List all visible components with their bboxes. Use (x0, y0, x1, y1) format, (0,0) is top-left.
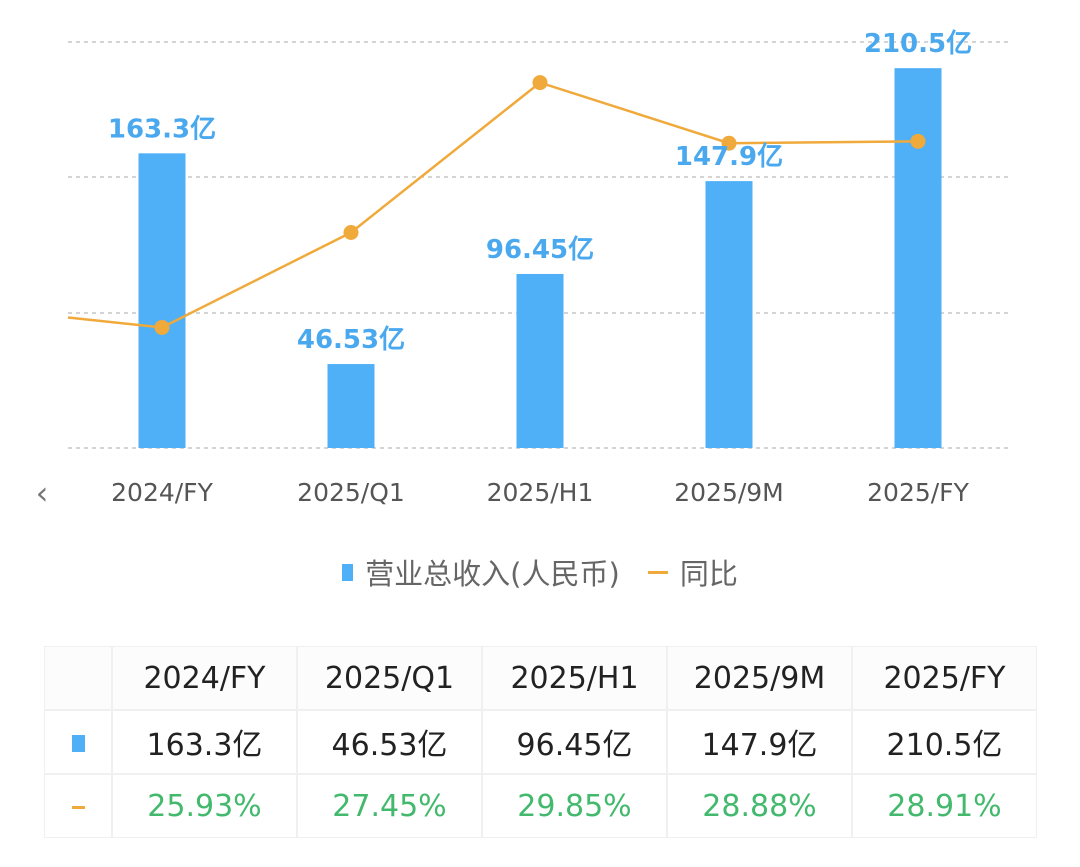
table-cell: 147.9亿 (668, 711, 851, 773)
x-tick-label: 2025/FY (867, 478, 969, 507)
table-header-blank (45, 647, 111, 709)
table-header-cell: 2024/FY (113, 647, 296, 709)
table-header-row: 2024/FY 2025/Q1 2025/H1 2025/9M 2025/FY (45, 647, 1036, 709)
bar-value-label: 96.45亿 (486, 235, 594, 265)
table-cell: 29.85% (483, 775, 666, 837)
table-cell: 28.91% (853, 775, 1036, 837)
table-row-yoy: 25.93% 27.45% 29.85% 28.88% 28.91% (45, 775, 1036, 837)
revenue-marker-icon (71, 734, 85, 752)
row-marker-cell (45, 775, 111, 837)
legend-label-revenue: 营业总收入(人民币) (365, 557, 620, 591)
legend-item-yoy[interactable]: 同比 (647, 551, 738, 593)
table-header-cell: 2025/FY (853, 647, 1036, 709)
bar (705, 181, 753, 448)
bar-value-label: 46.53亿 (297, 325, 405, 355)
table-cell: 25.93% (113, 775, 296, 837)
bar (327, 364, 375, 448)
bar (894, 68, 942, 449)
prev-period-arrow[interactable]: ‹ (35, 474, 49, 512)
legend-item-revenue[interactable]: 营业总收入(人民币) (342, 551, 620, 593)
table-cell: 46.53亿 (298, 711, 481, 773)
bar (516, 273, 564, 448)
table-cell: 27.45% (298, 775, 481, 837)
yoy-marker-icon (71, 805, 85, 809)
revenue-yoy-chart: 163.3亿 46.53亿 96.45亿 147.9亿 210.5亿 2024/FY 202… (67, 29, 1010, 507)
table-row-revenue: 163.3亿 46.53亿 96.45亿 147.9亿 210.5亿 (45, 711, 1036, 773)
table-cell: 210.5亿 (853, 711, 1036, 773)
data-table: 2024/FY 2025/Q1 2025/H1 2025/9M 2025/FY … (43, 645, 1038, 839)
x-tick-label: 2025/H1 (487, 478, 594, 507)
table-cell: 28.88% (668, 775, 851, 837)
table-cell: 163.3亿 (113, 711, 296, 773)
bar (138, 153, 186, 448)
yoy-point (532, 75, 548, 91)
yoy-point (910, 133, 926, 149)
yoy-point (154, 319, 170, 335)
legend-bar-swatch (342, 563, 354, 581)
bar-value-label: 147.9亿 (675, 142, 783, 172)
legend-label-yoy: 同比 (679, 557, 738, 591)
chart-legend: 营业总收入(人民币) 同比 (0, 548, 1080, 596)
row-marker-cell (45, 711, 111, 773)
table-header-cell: 2025/9M (668, 647, 851, 709)
yoy-point (343, 225, 359, 241)
bar-value-label: 210.5亿 (864, 29, 972, 59)
x-tick-label: 2025/9M (674, 478, 784, 507)
x-tick-label: 2024/FY (111, 478, 213, 507)
table-header-cell: 2025/Q1 (298, 647, 481, 709)
x-tick-label: 2025/Q1 (297, 478, 405, 507)
legend-line-swatch (647, 570, 668, 574)
yoy-point (721, 135, 737, 151)
bar-value-label: 163.3亿 (108, 114, 216, 144)
yoy-line (67, 81, 919, 329)
table-header-cell: 2025/H1 (483, 647, 666, 709)
table-cell: 96.45亿 (483, 711, 666, 773)
